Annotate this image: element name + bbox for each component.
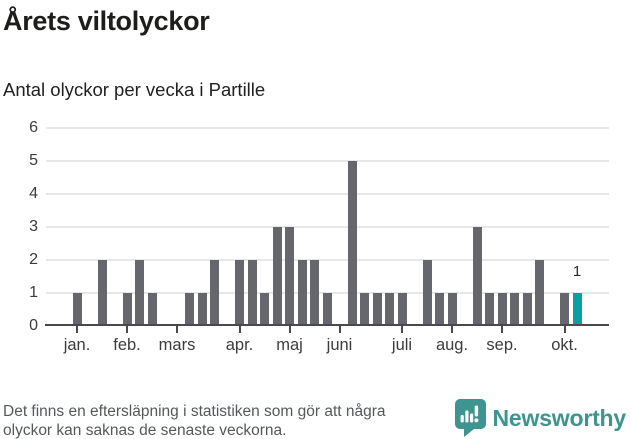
bar (97, 260, 107, 326)
plot-area: 1 jan. feb. mars apr. maj juni juli aug. sep. okt. (45, 127, 609, 354)
bar (497, 293, 507, 326)
bar (422, 260, 432, 326)
x-tick-label: apr. (225, 336, 254, 354)
y-tick-label: 1 (29, 284, 38, 301)
bar (397, 293, 407, 326)
y-tick-label: 2 (29, 251, 38, 268)
x-tick-label: aug. (435, 336, 469, 354)
gridline (46, 259, 609, 261)
footer-note: Det finns en eftersläpning i statistiken… (3, 402, 386, 439)
chart-subtitle: Antal olyckor per vecka i Partille (3, 79, 266, 100)
x-axis-line (45, 324, 609, 326)
x-tick-label: feb. (113, 336, 141, 354)
bar (472, 227, 482, 326)
bar (510, 293, 519, 326)
bar (535, 260, 544, 326)
gridline (46, 193, 609, 195)
newsworthy-speech-bubble-chart-icon (454, 399, 486, 437)
x-tick-label: sep. (486, 336, 518, 354)
bar-value-label: 1 (572, 263, 582, 280)
bar (297, 260, 307, 326)
x-tick-label: okt. (551, 336, 578, 354)
x-axis-tick (451, 326, 453, 333)
bar (347, 161, 357, 326)
bar (372, 293, 382, 326)
x-axis-tick (563, 326, 566, 333)
y-tick-label: 6 (29, 119, 38, 136)
bar (522, 293, 532, 326)
footer-note-line: Det finns en eftersläpning i statistiken… (3, 403, 386, 420)
bar-highlighted (572, 293, 582, 326)
y-tick-label: 4 (29, 185, 38, 202)
bar (72, 293, 82, 326)
brand-name: Newsworthy (492, 405, 627, 431)
x-axis-tick (338, 326, 341, 333)
bar (197, 293, 207, 326)
page-title: Årets viltolyckor (3, 6, 210, 36)
logo-bar-small (460, 415, 464, 423)
bar (122, 293, 132, 326)
y-tick-label: 0 (29, 317, 38, 334)
x-axis-tick (288, 326, 291, 333)
bar (135, 260, 144, 326)
bar (485, 293, 494, 326)
gridline (46, 127, 609, 129)
y-tick-label: 5 (29, 152, 38, 169)
bar (247, 260, 257, 326)
logo-exclamation-dot (473, 418, 478, 423)
logo-exclamation-stem (474, 405, 478, 417)
bar (285, 227, 294, 326)
x-axis-tick (401, 326, 403, 333)
x-axis-tick (238, 326, 241, 333)
logo-bar-medium (469, 413, 473, 423)
bar (435, 293, 444, 326)
bar (310, 260, 319, 326)
x-axis-tick (176, 326, 178, 333)
bar (560, 293, 569, 326)
bar (360, 293, 369, 326)
x-tick-label: juli (391, 336, 413, 354)
gridline (46, 160, 609, 162)
x-axis-tick (126, 326, 128, 333)
y-tick-label: 3 (29, 218, 38, 235)
footer-note-line: olyckor kan saknas de senaste veckorna. (3, 422, 287, 439)
bar (235, 260, 244, 326)
brand: Newsworthy (454, 398, 627, 438)
bar (147, 293, 157, 326)
logo-bar-tall (464, 410, 469, 423)
bar (272, 227, 282, 326)
bar (322, 293, 332, 326)
bar (260, 293, 269, 326)
gridline (46, 226, 609, 228)
y-axis-labels: 0 1 2 3 4 5 6 (0, 119, 38, 334)
x-tick-label: maj (276, 336, 303, 354)
bar (447, 293, 457, 326)
bar (210, 260, 219, 326)
x-tick-label: juni (326, 336, 353, 354)
x-axis-tick (76, 326, 78, 333)
bar (185, 293, 194, 326)
x-tick-label: mars (158, 336, 196, 354)
bar (385, 293, 394, 326)
x-axis-tick (501, 326, 503, 333)
x-tick-label: jan. (63, 336, 91, 354)
